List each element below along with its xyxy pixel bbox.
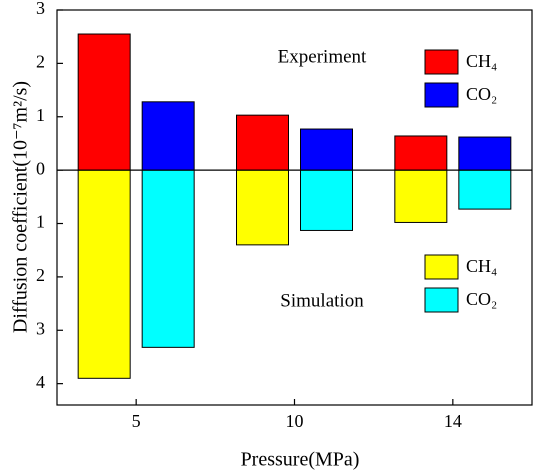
bar [394,135,448,171]
x-axis-label: Pressure(MPa) [241,449,360,471]
legend-label: CO₂ [466,84,497,104]
legend-label: CH₄ [466,51,497,71]
legend-label: CO₂ [466,289,497,309]
legend-label: CH₄ [466,256,497,276]
bar [300,169,353,231]
x-tick-label: 5 [132,411,141,431]
y-tick-label: 2 [36,265,45,285]
y-tick-label: 4 [36,372,45,392]
bar [458,169,512,210]
legend-swatch [424,49,459,75]
bar [77,33,131,171]
bar [141,101,195,171]
y-tick-label: 3 [36,318,45,338]
plot-frame [56,9,533,406]
y-tick-label: 0 [36,158,45,178]
y-tick-label: 1 [36,105,45,125]
bar [236,114,289,171]
y-tick-label: 3 [36,0,45,18]
legend-swatch [424,254,459,280]
bar [300,128,353,171]
bar [394,169,448,223]
y-tick-label: 2 [36,52,45,72]
bar [458,136,512,171]
legend-title: Simulation [280,290,364,311]
bar [77,169,131,379]
y-axis-label: Diffusion coefficient(10⁻⁷m²/s) [10,81,32,333]
legend-title: Experiment [278,46,367,67]
legend-swatch [424,82,459,108]
x-tick-label: 14 [444,411,462,431]
x-tick-label: 10 [286,411,304,431]
legend-swatch [424,287,459,313]
bar [236,169,289,246]
bar [141,169,195,348]
y-tick-label: 1 [36,212,45,232]
